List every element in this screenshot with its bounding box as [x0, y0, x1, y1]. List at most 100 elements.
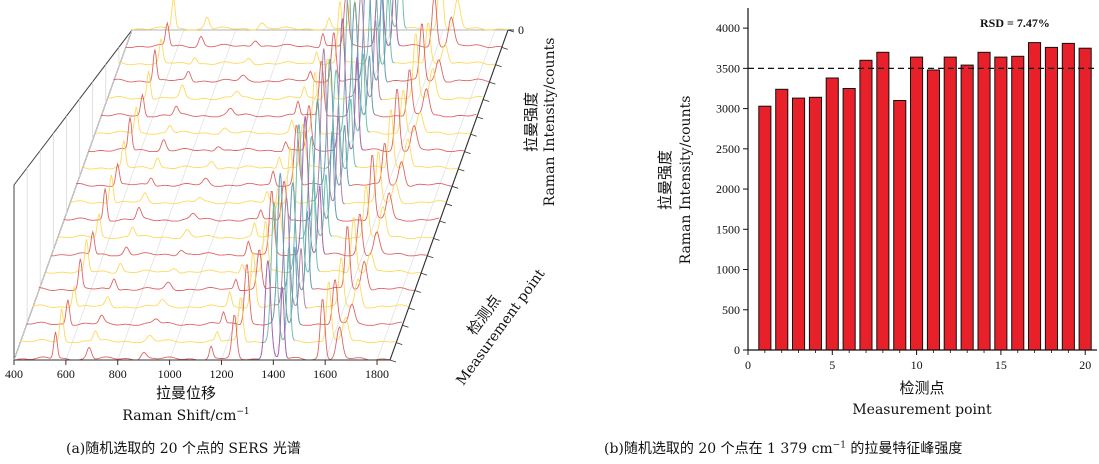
y-axis-label-group: 拉曼强度 Raman Intensity/counts — [656, 96, 694, 265]
series-line-6 — [44, 124, 421, 274]
bar-point-18 — [1044, 46, 1058, 351]
series-peak-20 — [373, 0, 407, 30]
y-tick-label: 2000 — [716, 182, 740, 196]
series-peak-12 — [323, 69, 358, 170]
depth-tick — [507, 29, 515, 33]
bar-point-8 — [876, 51, 890, 351]
bar-point-9 — [893, 100, 907, 351]
series-line-9 — [63, 99, 440, 222]
series-line-19 — [125, 0, 502, 48]
bar-point-14 — [977, 51, 991, 351]
depth-axis — [389, 29, 515, 363]
floor-grid — [117, 29, 237, 361]
x-tick-label: 10 — [911, 358, 923, 372]
panel-b-bar-chart: 0 500 1000 1500 2000 2500 3000 3500 4000 0 5 10 15 20… — [600, 0, 1099, 460]
series-peak-3 — [267, 172, 302, 326]
z-tick-label: 0 — [518, 23, 524, 37]
x-tick-label: 20 — [1079, 358, 1091, 372]
bar-point-3 — [792, 97, 806, 351]
series-peak-19 — [366, 0, 401, 48]
y-axis-label-cn: 拉曼强度 — [656, 150, 674, 210]
floor-grid — [65, 29, 185, 361]
x-tick-label: 1200 — [209, 367, 233, 381]
rsd-annotation: RSD = 7.47% — [980, 16, 1050, 30]
bar-point-5 — [825, 77, 839, 351]
bar-point-11 — [926, 69, 940, 351]
bar-point-13 — [960, 64, 974, 351]
series-peak-11 — [317, 58, 352, 187]
x-tick-label: 600 — [57, 367, 75, 381]
series-peak-8 — [298, 136, 333, 239]
depth-axis-line — [389, 29, 509, 361]
depth-tick — [451, 185, 459, 189]
floor-grid — [221, 29, 340, 361]
series-line-11 — [76, 59, 452, 187]
y-tick-label: 1500 — [716, 222, 740, 236]
y-tick-label: 1000 — [716, 263, 740, 277]
series-peak-5 — [279, 182, 314, 291]
depth-tick — [408, 307, 415, 311]
depth-tick — [439, 220, 446, 224]
caption-b-sup: −1 — [832, 440, 846, 451]
floor-grid — [13, 29, 133, 361]
x-tick-label: 800 — [109, 367, 127, 381]
bar-point-6 — [842, 88, 856, 351]
bar-point-4 — [808, 96, 822, 351]
x-tick-label: 400 — [5, 367, 23, 381]
bar-point-12 — [943, 56, 957, 351]
bar-point-20 — [1078, 47, 1092, 351]
series-peak-1 — [255, 260, 289, 360]
series-line-5 — [38, 182, 415, 291]
x-tick-label: 1800 — [365, 367, 389, 381]
series-line-2 — [20, 202, 396, 344]
floor — [13, 29, 509, 361]
y-tick-label: 4000 — [716, 21, 740, 35]
x-axis-label-cn: 检测点 — [899, 379, 944, 397]
depth-tick — [501, 46, 508, 50]
series-peak-9 — [304, 99, 339, 221]
bar-point-17 — [1028, 42, 1042, 351]
caption-b-suffix: 的拉曼特征峰强度 — [845, 441, 963, 457]
bar-point-19 — [1061, 42, 1075, 351]
bar-point-16 — [1011, 55, 1025, 351]
series-line-4 — [32, 198, 409, 309]
depth-tick — [427, 255, 434, 259]
bar-point-1 — [758, 105, 772, 351]
depth-tick — [402, 324, 409, 328]
caption-b: (b)随机选取的 20 个点在 1 379 cm−1 的拉曼特征峰强度 — [604, 438, 962, 458]
depth-tick — [414, 290, 421, 293]
series-line-13 — [88, 18, 465, 153]
depth-tick — [389, 359, 397, 363]
series-peak-18 — [360, 0, 395, 65]
y-tick-label: 2500 — [716, 142, 740, 156]
depth-tick — [470, 133, 477, 137]
floor-grid — [169, 29, 288, 361]
series-peak-15 — [342, 1, 376, 118]
x-axis-label-en: Measurement point — [852, 402, 992, 418]
y-tick-label: 3000 — [716, 102, 740, 116]
series-line-12 — [82, 70, 458, 170]
series-line-18 — [119, 0, 496, 66]
depth-tick — [476, 116, 484, 120]
waterfall-svg: 0800160024003200400040060080010001200140… — [5, 0, 558, 424]
y-tick-label: 500 — [722, 303, 740, 317]
bar-point-15 — [994, 56, 1008, 351]
bars-group — [758, 42, 1092, 351]
series-line-3 — [26, 173, 402, 326]
z-axis-label-en: Raman Intensity/counts — [542, 38, 558, 207]
series-peak-7 — [292, 116, 327, 256]
floor-grid — [324, 29, 444, 361]
x-tick-label: 1000 — [158, 367, 182, 381]
series-peak-6 — [286, 123, 321, 273]
bar-point-10 — [910, 56, 924, 351]
series-line-7 — [51, 116, 427, 257]
x-tick-label: 0 — [745, 358, 751, 372]
series-line-20 — [131, 0, 508, 31]
x-tick-label: 5 — [829, 358, 835, 372]
depth-tick — [420, 272, 428, 276]
series-peak-16 — [348, 0, 382, 100]
series-line-8 — [57, 136, 434, 239]
y-tick-label: 0 — [734, 343, 740, 357]
bar-point-7 — [859, 59, 873, 351]
series-peak-14 — [335, 0, 370, 135]
